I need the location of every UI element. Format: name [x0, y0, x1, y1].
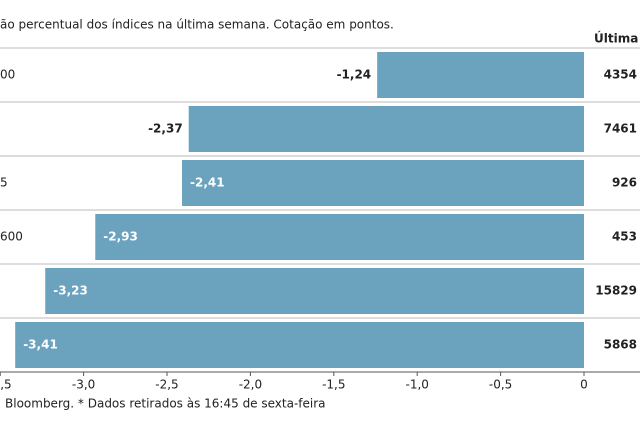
- column-header: Última c: [594, 31, 640, 46]
- bar: [45, 268, 584, 314]
- last-value: 7461: [604, 122, 637, 136]
- value-label: -1,24: [337, 68, 372, 82]
- x-tick-label: -3,0: [72, 378, 95, 392]
- value-label: -2,37: [148, 122, 183, 136]
- last-value: 4354: [604, 68, 637, 82]
- category-label: 00: [0, 68, 15, 82]
- value-label: -2,93: [103, 230, 138, 244]
- source: Bloomberg. * Dados retirados às 16:45 de…: [5, 397, 326, 411]
- x-tick-label: -0,5: [489, 378, 512, 392]
- x-tick-label: 0: [580, 378, 588, 392]
- bar: [182, 160, 584, 206]
- x-tick-label: -1,5: [322, 378, 345, 392]
- category-label: 600: [0, 230, 23, 244]
- category-label: 5: [0, 176, 8, 190]
- x-tick-label: -1,0: [405, 378, 428, 392]
- last-value: 5868: [604, 338, 637, 352]
- value-label: -3,41: [23, 338, 58, 352]
- last-value: 453: [612, 230, 637, 244]
- value-label: -3,23: [53, 284, 88, 298]
- bar: [15, 322, 585, 368]
- value-label: -2,41: [190, 176, 225, 190]
- last-value: 15829: [595, 284, 637, 298]
- chart-title: ão percentual dos índices na última sema…: [0, 18, 394, 32]
- bar: [377, 52, 584, 98]
- bar: [95, 214, 584, 260]
- x-tick-label: -2,5: [155, 378, 178, 392]
- last-value: 926: [612, 176, 637, 190]
- x-tick-label: -2,0: [239, 378, 262, 392]
- bar: [188, 106, 584, 152]
- x-tick-label: ,5: [0, 378, 11, 392]
